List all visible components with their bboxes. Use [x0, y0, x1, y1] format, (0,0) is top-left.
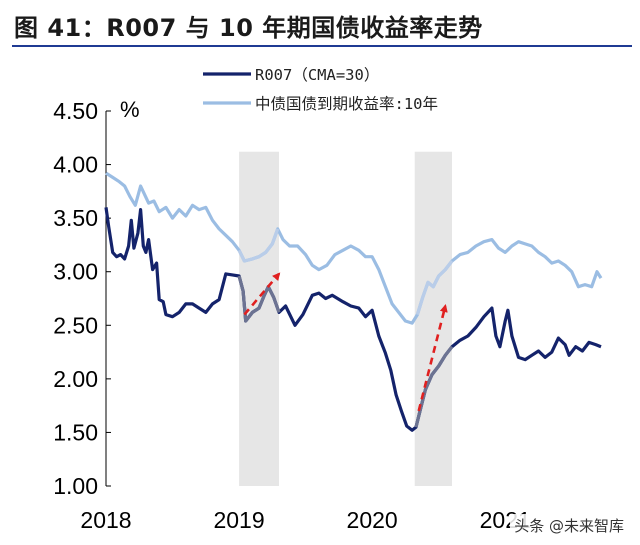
highlight-segment: [415, 260, 454, 316]
x-tick-label: 2020: [347, 507, 398, 533]
figure-header: 图 41：R007 与 10 年期国债收益率走势: [0, 0, 640, 47]
y-tick-label: 3.50: [53, 205, 98, 231]
highlight-segment: [237, 275, 281, 323]
y-tick-label: 1.50: [53, 419, 98, 445]
legend-label-bond: 中债国债到期收益率:10年: [255, 95, 438, 113]
title-underline: [12, 45, 632, 47]
x-tick-label: 2018: [80, 507, 131, 533]
series-line-bond-10y: [105, 171, 603, 325]
legend-label-r007: R007（CMA=30）: [255, 66, 379, 84]
trend-arrow-2: [417, 304, 448, 412]
y-tick-label: 3.00: [53, 259, 98, 285]
y-tick-label: 2.50: [53, 312, 98, 338]
y-axis-unit: %: [120, 97, 140, 122]
y-tick-label: 4.50: [53, 98, 98, 124]
highlight-segment: [237, 228, 280, 263]
series-line-r007: [104, 207, 602, 432]
figure-title: 图 41：R007 与 10 年期国债收益率走势: [14, 14, 483, 42]
x-tick-label: 2019: [213, 507, 264, 533]
y-tick-label: 4.00: [53, 152, 98, 178]
y-tick-label: 1.00: [53, 473, 98, 499]
trend-arrow-1: [243, 272, 281, 316]
y-tick-label: 2.00: [53, 366, 98, 392]
shaded-period-2: [414, 151, 452, 486]
source-watermark: 头条 @未来智库: [510, 514, 628, 537]
